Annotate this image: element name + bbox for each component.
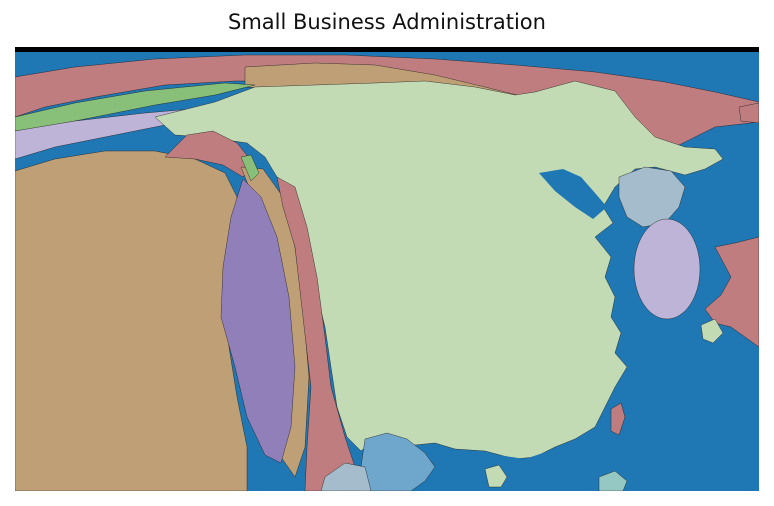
region-purple-lens: [220, 178, 296, 464]
region-east-rose-island-small: [738, 102, 759, 124]
region-north-ocean-strip: [455, 53, 759, 81]
region-main-landmass: [154, 80, 724, 460]
region-green-islet: [700, 318, 724, 344]
region-teal-islet: [598, 470, 628, 491]
region-green-sliver: [240, 154, 260, 182]
map-title: Small Business Administration: [228, 10, 546, 34]
region-east-rose-islands: [704, 236, 759, 348]
region-small-island: [484, 464, 508, 488]
region-bay-ocean: [539, 169, 607, 219]
region-south-steel: [320, 462, 372, 491]
map-canvas: [15, 47, 759, 491]
region-steel-peninsula: [618, 166, 686, 228]
top-border-bar: [15, 47, 759, 52]
map-svg: [15, 47, 759, 491]
region-lavender-oval: [633, 218, 701, 320]
region-rose-islet: [610, 402, 626, 436]
region-west-tan: [15, 150, 248, 491]
